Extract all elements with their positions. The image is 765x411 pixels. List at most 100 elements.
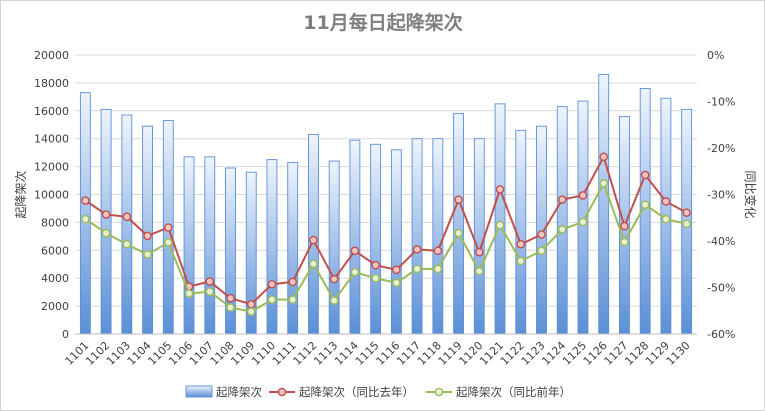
- yo2y-point: [682, 219, 691, 229]
- yoy-point: [205, 277, 215, 286]
- y-tick-label: 0: [62, 328, 69, 341]
- yoy-point: [288, 277, 298, 287]
- y2-tick-label: -10%: [707, 96, 735, 109]
- yoy-point: [329, 274, 339, 284]
- bar: [100, 108, 112, 335]
- yoy-point: [143, 231, 152, 241]
- yo2y-point: [620, 237, 629, 247]
- yo2y-point: [81, 214, 90, 224]
- legend-swatch-bars: [185, 385, 213, 398]
- yoy-point: [474, 247, 484, 257]
- bar: [556, 106, 568, 335]
- yoy-point: [537, 230, 546, 239]
- yoy-point: [267, 279, 277, 289]
- y-tick-label: 8000: [41, 216, 69, 229]
- bar: [308, 134, 319, 335]
- yo2y-point: [495, 220, 505, 230]
- y-tick-label: 16000: [34, 105, 69, 118]
- y-tick-label: 14000: [34, 133, 69, 146]
- yo2y-point: [557, 225, 567, 234]
- yo2y-point: [267, 295, 277, 304]
- bar: [79, 92, 91, 335]
- yoy-point: [661, 197, 671, 206]
- yo2y-point: [371, 273, 380, 283]
- yo2y-point: [101, 228, 111, 238]
- yo2y-point: [433, 264, 443, 274]
- bar: [598, 74, 610, 335]
- yoy-point: [433, 246, 443, 256]
- yo2y-point: [329, 296, 339, 305]
- yo2y-point: [412, 264, 422, 274]
- yoy-point: [246, 299, 256, 309]
- yoy-point: [682, 208, 691, 217]
- y2-axis-title: 同比变化: [743, 170, 758, 218]
- bar: [494, 103, 506, 335]
- yo2y-point: [226, 303, 235, 312]
- yo2y-point: [474, 266, 484, 276]
- yo2y-point: [246, 307, 256, 316]
- yo2y-point: [309, 259, 318, 269]
- y-tick-label: 18000: [34, 77, 69, 90]
- yoy-point: [412, 245, 422, 254]
- yoy-point: [81, 196, 90, 205]
- yoy-point: [350, 246, 360, 256]
- yoy-point: [454, 195, 463, 204]
- yo2y-point: [143, 250, 152, 259]
- bar: [142, 125, 153, 335]
- y-tick-label: 20000: [34, 49, 69, 62]
- yo2y-point: [350, 267, 360, 277]
- y-tick-label: 12000: [34, 161, 69, 174]
- yo2y-point: [578, 217, 588, 227]
- y-tick-label: 10000: [34, 189, 69, 202]
- y2-tick-label: -50%: [707, 282, 735, 295]
- bar: [370, 143, 382, 335]
- y2-tick-label: -30%: [707, 189, 735, 202]
- yoy-point: [557, 195, 567, 204]
- yo2y-point: [122, 239, 132, 249]
- x-tick-label: 1130: [664, 339, 693, 368]
- yoy-point: [392, 265, 401, 275]
- yo2y-point: [516, 256, 526, 266]
- yoy-point: [640, 170, 650, 180]
- bar: [515, 129, 527, 335]
- bar: [328, 160, 340, 335]
- yo2y-point: [163, 238, 173, 247]
- yo2y-point: [640, 200, 650, 210]
- y2-tick-label: -60%: [707, 328, 735, 341]
- yoy-point: [516, 239, 526, 249]
- y-tick-label: 4000: [41, 272, 69, 285]
- yoy-point: [599, 152, 609, 162]
- series-line-yoy: [84, 154, 688, 306]
- bar: [453, 113, 464, 335]
- bar: [121, 114, 133, 335]
- bar: [349, 139, 361, 335]
- yoy-point: [495, 185, 505, 194]
- y2-tick-label: -40%: [707, 235, 735, 248]
- legend-label: 起降架次（同比去年）: [299, 385, 414, 399]
- yoy-point: [309, 235, 318, 245]
- legend-swatch-marker: [434, 387, 444, 397]
- y2-tick-label: -20%: [707, 142, 735, 155]
- yo2y-point: [537, 246, 546, 256]
- bar: [287, 161, 299, 335]
- yo2y-point: [661, 214, 671, 224]
- yo2y-point: [454, 228, 463, 238]
- bar: [204, 156, 216, 335]
- legend-label: 起降架次（同比前年）: [456, 385, 571, 399]
- bar: [411, 138, 423, 335]
- bar: [390, 149, 402, 335]
- yoy-point: [578, 191, 588, 200]
- yo2y-point: [288, 295, 298, 304]
- yoy-point: [226, 293, 235, 303]
- y2-tick-label: 0%: [707, 49, 724, 62]
- yoy-point: [371, 260, 380, 270]
- yoy-point: [101, 210, 111, 219]
- chart-title: 11月每日起降架次: [303, 11, 462, 34]
- bar: [473, 138, 485, 335]
- bar: [266, 159, 278, 335]
- y-tick-label: 6000: [41, 244, 69, 257]
- bar: [432, 138, 444, 335]
- series-line-yo2y: [84, 180, 687, 313]
